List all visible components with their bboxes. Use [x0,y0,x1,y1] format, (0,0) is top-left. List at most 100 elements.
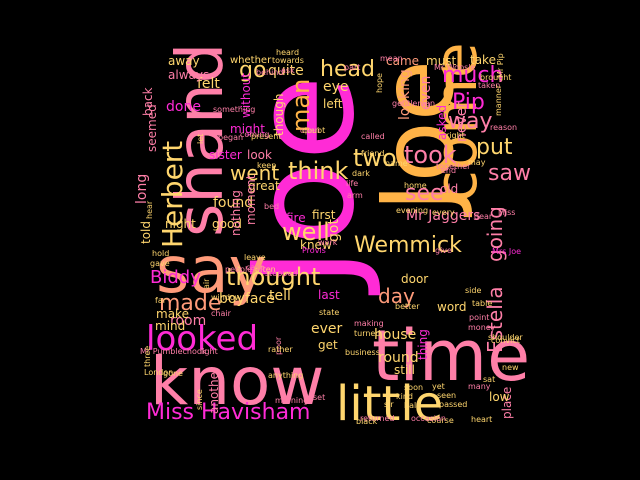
word-night: night [165,217,196,231]
word-give: give [435,246,452,255]
word-shoulder: shoulder [488,333,523,342]
word-state: state [319,308,339,317]
word-saw: saw [488,161,531,186]
word-much: much [442,63,503,88]
word-moment: moment [244,174,258,225]
word-made: made [159,291,221,316]
word-poor: poor [274,336,283,355]
word-home: home [404,181,427,190]
word-biddy: Biddy [150,267,201,288]
word-coming: coming [240,130,269,139]
word-arm: arm [347,191,363,200]
word-away: away [168,54,200,68]
word-going: going [483,206,507,262]
word-sat: sat [483,375,495,384]
word-point: point [469,313,489,322]
word-low: low [489,390,510,404]
word-mean: mean [380,54,403,63]
word-stopped: stopped [265,269,297,278]
word-london: London [144,368,173,377]
word-without: without [239,73,253,118]
word-came: came [386,54,419,68]
word-gave: gave [150,259,170,268]
word-looking: looking [397,69,413,120]
word-anything: anything [268,371,303,380]
word-see: see [405,181,444,206]
word-whether: whether [230,55,272,66]
word-soon: soon [404,383,423,392]
word-mrs-joe: Mrs Joe [492,247,521,256]
word-brought: brought [480,73,511,82]
word-felt: felt [197,76,220,92]
word-something: something [213,105,255,114]
word-mr-pip: Mr Pip [496,53,505,78]
word-estella: Estella [483,286,507,353]
word-herbert: Herbert [156,141,189,248]
word-shand: shand [164,43,238,237]
word-many: many [468,382,491,391]
word-looked: looked [146,319,258,359]
word-three: three [143,346,152,367]
word-money: money [468,323,496,332]
word-time: time [372,315,530,397]
word-half: half [404,401,419,410]
word-fire: fire [286,211,306,225]
word-behind: behind [256,68,283,77]
word-though: though [272,94,286,136]
word-leave: leave [244,253,266,262]
word-man: man [287,79,315,132]
word-sister: sister [209,148,242,162]
word-course: course [427,416,454,425]
word-nothing: nothing [229,190,243,236]
word-look: look [247,148,272,162]
word-returned: returned [360,414,394,423]
word-people: people [225,265,252,274]
word-evening: evening [396,206,428,215]
word-mr-jaggers: Mr Jaggers [406,208,480,224]
word-ever: ever [311,321,343,337]
word-heard: heard [276,48,299,57]
word-two: two [353,144,397,172]
word-morning: morning [275,396,308,405]
word-always: always [168,68,209,82]
word-every: every [432,208,455,217]
word-face: face [245,291,275,307]
word-miss: Miss [498,208,515,217]
word-end: end [441,166,456,175]
word-case: case [246,263,264,272]
word-mind: mind [155,319,185,333]
word-keep: keep [257,161,276,170]
word-pip: Pip [452,90,485,115]
word-miss-havisham: Miss Havisham [146,400,310,425]
word-gone: gone [163,369,183,378]
word-often: often [255,265,276,274]
word-place: place [500,387,514,419]
word-heart: heart [471,415,492,424]
word-set: set [313,393,325,402]
word-long: long [134,174,150,204]
word-day: day [378,284,415,308]
word-even: even [418,76,434,110]
word-asked: asked [435,105,449,140]
word-friend: friend [361,149,384,158]
word-tell: tell [269,288,291,304]
word-boy: boy [219,291,245,307]
word-kind: kind [396,392,413,401]
word-turned: turned [354,329,380,338]
word-head: head [320,57,375,82]
word-told: told [139,221,153,244]
word-far: far [155,296,167,305]
word-ask: ask [281,66,295,75]
word-thought: thought [226,263,320,291]
word-never: never [454,102,470,142]
word-seen: seen [437,391,456,400]
word-must: must [426,54,457,68]
word-go: go [239,58,266,83]
word-rather: rather [268,345,293,354]
word-air: air [202,278,211,289]
word-quite: quite [268,63,304,79]
word-wemmick: Wemmick [354,233,462,258]
word-dear: dear [474,212,493,221]
word-room: room [170,313,206,329]
